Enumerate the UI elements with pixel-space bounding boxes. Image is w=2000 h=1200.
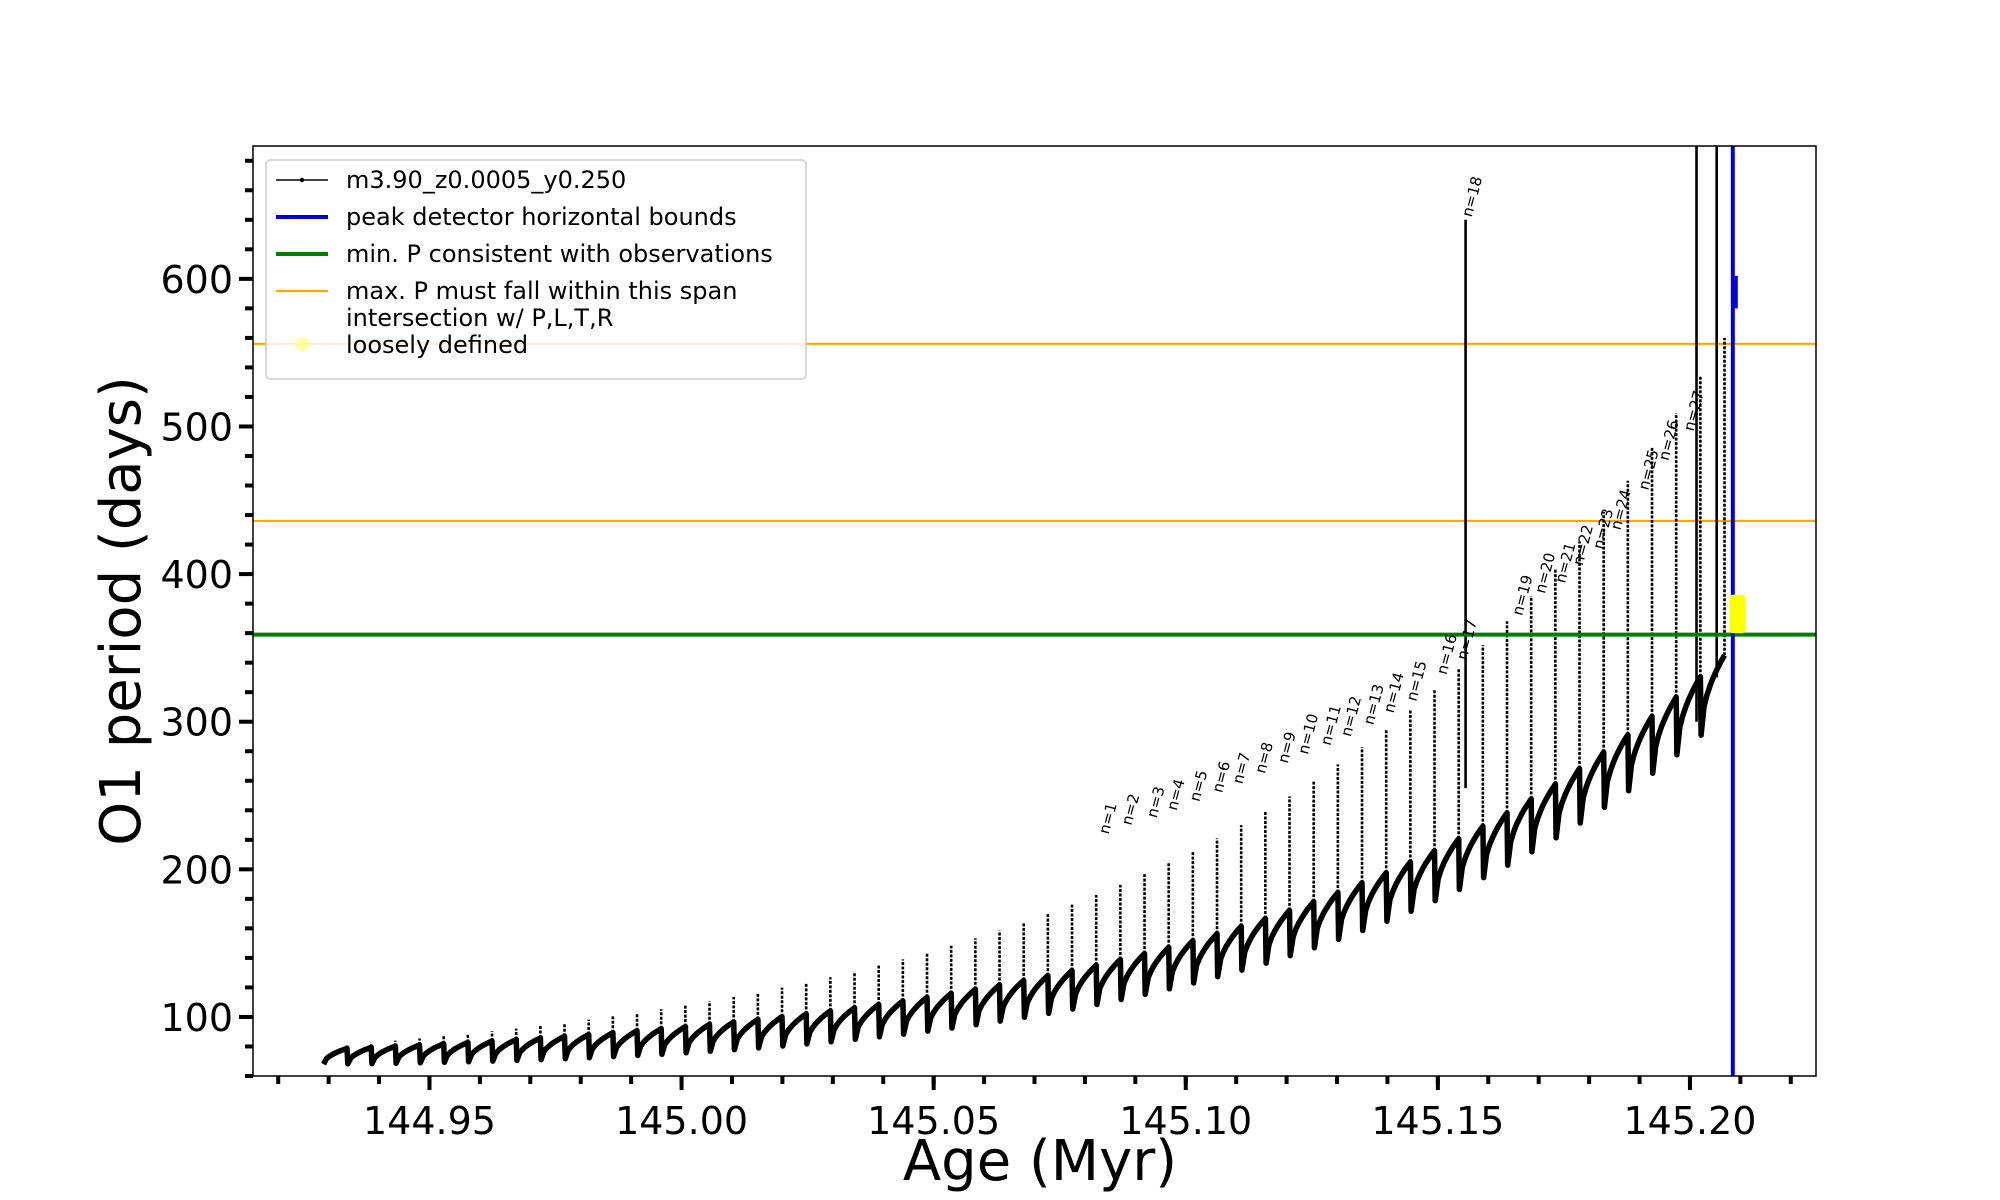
x-tick-label: 145.10: [1119, 1099, 1252, 1143]
legend-label: min. P consistent with observations: [346, 240, 773, 268]
annotation-label: n=10: [1294, 712, 1322, 756]
x-tick-label: 145.20: [1623, 1099, 1756, 1143]
annotation-label: n=19: [1508, 573, 1536, 617]
annotation-label: n=15: [1403, 659, 1431, 703]
x-tick-label: 144.95: [363, 1099, 496, 1143]
y-tick-label: 100: [160, 996, 233, 1040]
annotation-label: n=8: [1251, 740, 1277, 775]
annotation-label: n=26: [1655, 418, 1683, 462]
series-curve: [321, 653, 1727, 1067]
annotation-label: n=24: [1607, 487, 1635, 531]
y-axis-label: O1 period (days): [89, 376, 154, 846]
legend-box: [265, 159, 807, 380]
y-tick-label: 600: [160, 258, 233, 302]
annotation-label: n=18: [1458, 174, 1486, 218]
annotation-label: n=2: [1118, 792, 1144, 827]
y-tick-label: 200: [160, 848, 233, 892]
annotation-label: n=27: [1680, 389, 1708, 433]
legend-marker: [295, 337, 309, 351]
x-axis-label: Age (Myr): [903, 1129, 1177, 1194]
legend-label: max. P must fall within this span: [346, 277, 737, 305]
legend-marker: [299, 177, 305, 183]
series-m3.90: [321, 146, 1727, 1067]
annotation-label: n=7: [1229, 751, 1255, 786]
x-tick-label: 145.00: [615, 1099, 748, 1143]
legend-label: m3.90_z0.0005_y0.250: [346, 166, 626, 194]
legend-label: peak detector horizontal bounds: [346, 203, 737, 231]
annotation-label: n=4: [1163, 777, 1189, 812]
x-tick-label: 145.15: [1371, 1099, 1504, 1143]
annotation-label: n=1: [1095, 801, 1121, 836]
legend-label: loosely defined: [346, 331, 528, 359]
y-tick-label: 400: [160, 553, 233, 597]
y-tick-label: 500: [160, 405, 233, 449]
annotation-label: n=17: [1453, 617, 1481, 661]
legend-label: intersection w/ P,L,T,R: [346, 304, 613, 332]
x-tick-label: 145.05: [867, 1099, 1000, 1143]
intersection-highlight: [1729, 594, 1746, 634]
annotation-label: n=5: [1186, 768, 1212, 803]
y-tick-label: 300: [160, 701, 233, 745]
